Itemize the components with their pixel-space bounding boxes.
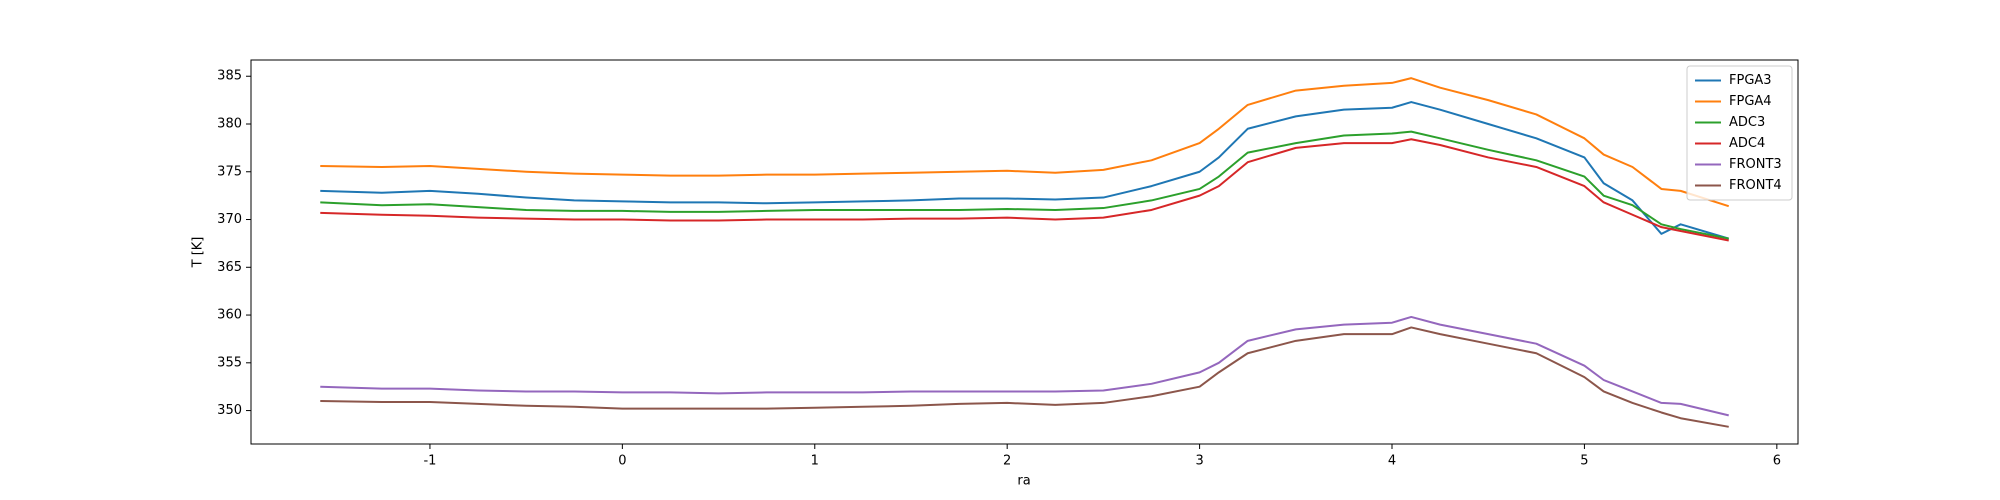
- legend-box: [1686, 65, 1793, 201]
- legend-label: FRONT3: [1729, 157, 1782, 172]
- legend-label: ADC4: [1729, 136, 1765, 151]
- legend-label: ADC3: [1729, 115, 1765, 130]
- legend-label: FPGA4: [1729, 94, 1772, 109]
- legend-label: FPGA3: [1729, 73, 1772, 88]
- y-tick-label: 385: [217, 69, 242, 84]
- y-tick-label: 380: [217, 117, 242, 132]
- series-line: [320, 77, 1730, 208]
- x-tick-label: 0: [618, 454, 626, 469]
- x-tick-label: 5: [1580, 454, 1588, 469]
- series-line: [320, 130, 1729, 240]
- y-tick-label: 360: [217, 308, 242, 323]
- x-tick-label: 2: [1003, 454, 1011, 469]
- series-line: [320, 315, 1729, 417]
- series-line: [320, 101, 1730, 240]
- x-tick-label: -1: [423, 454, 436, 469]
- y-axis-label: T [K]: [191, 237, 206, 269]
- y-tick-label: 375: [217, 164, 242, 179]
- x-axis-label: ra: [1017, 474, 1030, 489]
- legend-label: FRONT4: [1729, 178, 1782, 193]
- y-tick-label: 365: [217, 260, 242, 275]
- x-tick-label: 4: [1388, 454, 1396, 469]
- y-tick-label: 350: [217, 403, 242, 418]
- x-tick-label: 6: [1773, 454, 1781, 469]
- y-tick-label: 355: [217, 355, 242, 370]
- series-line: [320, 138, 1729, 242]
- series-line: [320, 326, 1729, 428]
- x-tick-label: 3: [1195, 454, 1203, 469]
- y-tick-label: 370: [217, 212, 242, 227]
- plot-frame: [250, 59, 1799, 445]
- x-tick-label: 1: [811, 454, 819, 469]
